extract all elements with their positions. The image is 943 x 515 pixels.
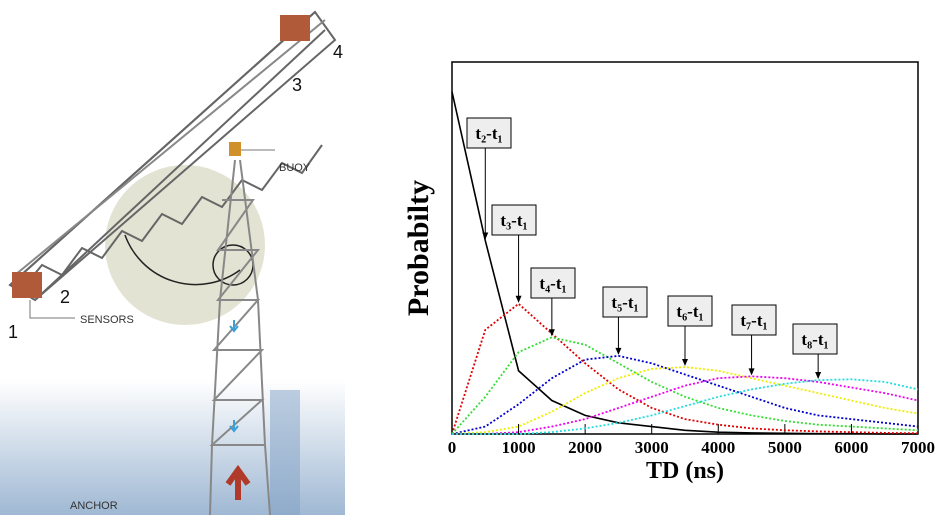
arrow-head: [748, 368, 755, 376]
truss: [8, 10, 337, 302]
up-arrow: [225, 464, 251, 500]
annotation-box: [491, 204, 537, 236]
series-line: [452, 375, 919, 435]
x-axis-label: TD (ns): [646, 458, 724, 484]
buoy-label: BUOY: [279, 162, 311, 174]
series-line: [451, 366, 919, 435]
x-tick-label: 3000: [635, 438, 669, 457]
annotation-box: [792, 323, 838, 355]
series-line: [451, 302, 919, 435]
annotation-box: [466, 117, 512, 149]
annotation-box: [530, 267, 576, 299]
plot-frame: [451, 61, 919, 435]
sensor-number: 2: [60, 287, 70, 307]
leaders: [29, 149, 275, 319]
sensors-label: SENSORS: [80, 314, 134, 326]
flow-arrows: [229, 320, 239, 433]
x-tick-label: 0: [448, 438, 457, 457]
series-line: [451, 91, 918, 435]
annotation-label: t₈-t₁: [801, 330, 828, 349]
arrow-head: [515, 295, 522, 303]
arrow-head: [682, 359, 688, 367]
annotation-label: t₃-t₁: [500, 211, 527, 230]
annotation-label: t₄-t₁: [539, 274, 566, 293]
tower: [209, 159, 271, 515]
sensor-number: 4: [333, 42, 343, 62]
x-tick-label: 2000: [568, 438, 602, 457]
x-tick-label: 5000: [768, 438, 802, 457]
annotation-label: t₆-t₁: [676, 302, 703, 321]
annotation-box: [602, 286, 648, 318]
annotation-label: t₂-t₁: [475, 124, 502, 143]
series-line: [451, 336, 919, 435]
arrow-head: [482, 232, 489, 240]
series-line: [451, 354, 919, 435]
sensor-number: 3: [292, 75, 302, 95]
series-line: [452, 378, 919, 435]
diagram: BUOY SENSORS ANCHOR 1 2 3 4: [0, 10, 345, 515]
x-tick-label: 1000: [502, 438, 536, 457]
arc: [124, 234, 241, 286]
x-tick-label: 4000: [701, 438, 735, 457]
arrow-head: [815, 372, 822, 380]
sensor-number: 1: [8, 322, 18, 342]
arrow-head: [615, 347, 622, 355]
arrow-head: [548, 329, 555, 337]
x-tick-label: 7000: [901, 438, 935, 457]
sea-shade: [270, 390, 300, 515]
annotation-label: t₅-t₁: [611, 293, 638, 312]
annotation-label: t₇-t₁: [740, 311, 767, 330]
y-axis-label: Probabilty: [402, 180, 435, 316]
sensor-box: [280, 15, 310, 41]
chart: TD (ns) Probabilty 0 1000 2000 3000 4000 5000…: [402, 61, 935, 484]
sensor-box: [12, 272, 42, 298]
x-tick-label: 6000: [834, 438, 868, 457]
annotation-box: [667, 295, 713, 327]
buoy: [229, 142, 241, 156]
annotation-box: [731, 304, 777, 336]
anchor-label: ANCHOR: [70, 500, 118, 512]
